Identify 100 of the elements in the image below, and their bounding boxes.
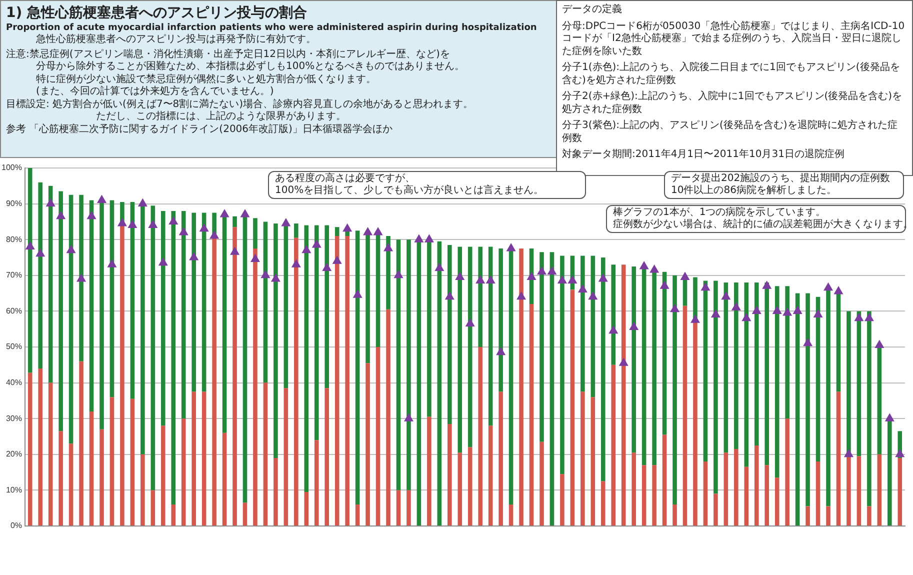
text: (また、今回の計算では外来処方を含んでいません。) (36, 86, 275, 98)
bar (600, 481, 606, 526)
bar (140, 454, 145, 526)
text: 対象データ期間:2011年4月1日〜2011年10月31日の退院症例 (562, 149, 846, 162)
bar (590, 397, 596, 526)
bar (724, 452, 728, 526)
bar (38, 368, 42, 526)
bar (468, 447, 472, 526)
bar (89, 411, 94, 526)
bar (682, 306, 688, 526)
y-tick-label: 0% (10, 521, 22, 530)
text: データの定義 (562, 4, 623, 16)
y-tick-label: 20% (6, 450, 22, 459)
text: 注意:禁忌症例(アスピリン喘息・消化性潰瘍・出産予定日12日以内・本剤にアレルギー歴、など)を (6, 48, 451, 60)
y-tick-label: 80% (6, 234, 22, 244)
bar (386, 309, 390, 526)
bar (580, 392, 585, 526)
bar (703, 462, 708, 526)
annotation: 棒グラフの1本が、1つの病院を示しています。 (613, 207, 827, 218)
bar (376, 347, 380, 526)
annotation: 100%を目指して、少しでも高い方が良いとは言えません。 (275, 185, 545, 197)
bar (274, 458, 278, 526)
bar (672, 504, 677, 526)
bar (764, 465, 770, 526)
bar (314, 440, 319, 526)
y-tick-label: 60% (6, 306, 22, 316)
bar (294, 223, 298, 238)
y-tick-label: 10% (6, 485, 22, 494)
bar (816, 462, 820, 526)
speech-bubble: ある程度の高さは必要ですが、 100%を目指して、少しでも高い方が良いとは言えません。 (268, 171, 586, 199)
speech-bubble: データ提出202施設のうち、提出期間内の症例数 10件以上の86病院を解析しました。 (664, 171, 904, 199)
y-tick-label: 30% (6, 414, 22, 423)
bar (836, 392, 841, 526)
bar (714, 494, 718, 526)
text: 分子3(紫色):上記の内、アスピリン(後発品を含む)を退院時に処方された症例数 (562, 120, 898, 145)
bar (540, 442, 544, 526)
bar (202, 392, 206, 526)
bar (100, 429, 104, 526)
bar (192, 392, 196, 526)
chart-title: 1) 急性心筋梗塞患者へのアスピリン投与の割合 (6, 4, 308, 22)
bar (478, 347, 482, 526)
bar (222, 432, 227, 526)
bar (58, 431, 63, 526)
bar (754, 445, 759, 526)
bar (130, 398, 135, 526)
bar (785, 418, 790, 526)
bar (570, 290, 575, 526)
text: 分子1(赤色):上記のうち、入院後二日目までに1回でもアスピリン(後発品を含む)を処方された症例数 (562, 62, 901, 87)
bar (406, 490, 411, 526)
bar (734, 449, 738, 526)
bar (160, 426, 166, 526)
bar (284, 388, 288, 526)
bar (253, 218, 258, 249)
speech-bubble: 棒グラフの1本が、1つの病院を示しています。 症例数が少ない場合は、統計的に値の誤差範囲が大きくなります。 (606, 205, 906, 233)
bar (242, 502, 248, 526)
bar (774, 478, 780, 526)
bar (79, 361, 84, 526)
bar (529, 304, 534, 526)
bar (611, 364, 616, 526)
bar (867, 506, 872, 526)
bar (110, 397, 114, 526)
bar (744, 466, 749, 526)
bar (150, 490, 156, 526)
bar (171, 504, 176, 526)
text: 急性心筋梗塞患者へのアスピリン投与は再発予防に有効です。 (36, 34, 317, 46)
bar (263, 382, 268, 526)
bar (355, 504, 360, 526)
bar (396, 490, 401, 526)
bar (345, 236, 350, 526)
bar (232, 216, 237, 228)
bar (304, 492, 309, 526)
bar (28, 372, 32, 526)
y-tick-label: 40% (6, 378, 22, 388)
bar (448, 424, 452, 526)
chart-subtitle: Proportion of acute myocardial infarction patients who were administered aspirin during hospitalization (6, 22, 538, 34)
bar (427, 416, 432, 526)
text: 分母から除外することが困難なため、本指標は必ずしも100%となるべきものではありません。 (36, 61, 466, 74)
bar (488, 426, 493, 526)
bar (652, 465, 656, 526)
y-tick-label: 50% (6, 342, 22, 352)
text: 目標設定: 処方割合が低い(例えば7〜8割に満たない)場合、診療内容見直しの余地があると思われます。 (6, 98, 474, 110)
bar (458, 452, 462, 526)
y-tick-label: 90% (6, 199, 22, 208)
annotation: データ提出202施設のうち、提出期間内の症例数 (671, 173, 892, 184)
bar (508, 504, 514, 526)
bar (856, 456, 862, 526)
text: 参考 「心筋梗塞二次予防に関するガイドライン(2006年改訂版)」日本循環器学会ほか (6, 124, 394, 136)
bar (662, 434, 667, 526)
bar (324, 388, 330, 526)
bar (826, 506, 830, 526)
y-tick-label: 100% (2, 163, 22, 172)
bar (181, 418, 186, 526)
bar (806, 506, 810, 526)
bar (498, 392, 503, 526)
bar (560, 474, 564, 526)
bar (48, 382, 53, 526)
bar (366, 363, 370, 526)
text: ただし、この指標には、上記のような限界があります。 (96, 111, 347, 124)
bar (334, 227, 340, 236)
bar (68, 444, 74, 526)
